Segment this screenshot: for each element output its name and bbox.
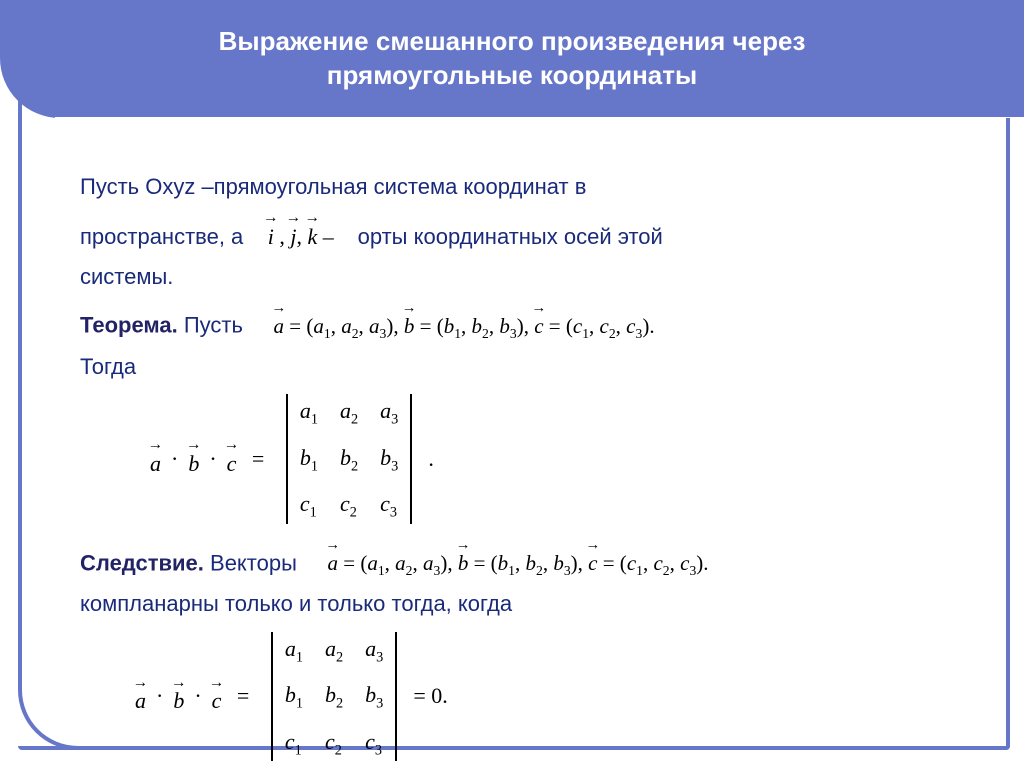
triple-product-determinant: a·b·c = a1a2a3 b1b2b3 c1c2c3 .	[150, 390, 964, 528]
header-underline	[55, 117, 1024, 120]
vector-definitions-1: a = (a1, a2, a3), b = (b1, b2, b3), c = …	[274, 314, 655, 338]
coplanar-line: компланарны только и только тогда, когда	[80, 587, 964, 621]
theorem-label: Теорема.	[80, 313, 178, 338]
basis-vectors: i , j, k –	[268, 224, 340, 249]
slide-body: Пусть Oxyz –прямоугольная система коорди…	[80, 170, 964, 775]
equals-zero: = 0.	[413, 679, 447, 713]
corollary-label: Следствие.	[80, 550, 204, 575]
vector-definitions-2: a = (a1, a2, a3), b = (b1, b2, b3), c = …	[327, 551, 708, 575]
intro-line-3: системы.	[80, 260, 964, 294]
then-label: Тогда	[80, 350, 964, 384]
corollary-line: Следствие. Векторы a = (a1, a2, a3), b =…	[80, 538, 964, 582]
coplanar-determinant: a·b·c = a1a2a3 b1b2b3 c1c2c3 = 0.	[135, 628, 964, 766]
intro-line-2: пространстве, а i , j, k – орты координа…	[80, 210, 964, 254]
slide-header: Выражение смешанного произведения через …	[0, 0, 1024, 118]
intro-line-1: Пусть Oxyz –прямоугольная система коорди…	[80, 170, 964, 204]
title-line-2: прямоугольные координаты	[327, 60, 697, 90]
theorem-line: Теорема. Пусть a = (a1, a2, a3), b = (b1…	[80, 300, 964, 344]
title-line-1: Выражение смешанного произведения через	[219, 26, 806, 56]
